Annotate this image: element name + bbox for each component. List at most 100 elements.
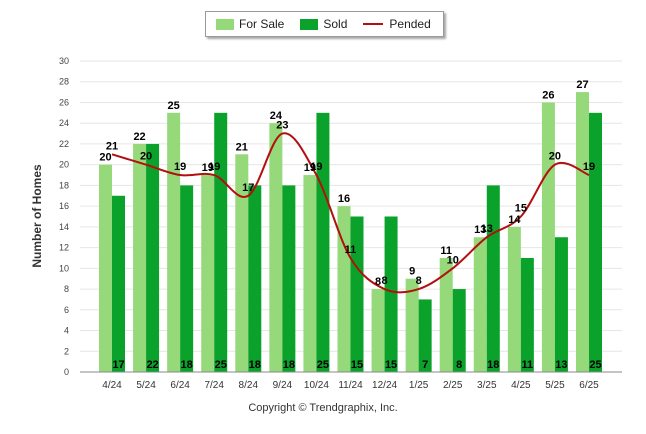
- data-label-pended: 21: [106, 140, 118, 152]
- x-tick-label: 8/24: [239, 380, 259, 391]
- data-label-pended: 8: [382, 275, 388, 287]
- y-tick-label: 4: [64, 326, 69, 336]
- bar-for-sale: [473, 237, 487, 372]
- x-tick-label: 2/25: [443, 380, 463, 391]
- y-tick-label: 18: [59, 180, 69, 190]
- y-tick-label: 10: [59, 263, 69, 273]
- x-tick-label: 1/25: [409, 380, 429, 391]
- data-label-pended: 20: [140, 151, 152, 163]
- data-label-for-sale: 16: [338, 193, 350, 205]
- bar-sold: [214, 112, 228, 372]
- x-tick-label: 11/24: [338, 380, 363, 391]
- pended-series-line: [111, 132, 590, 294]
- bars: [99, 92, 602, 372]
- bar-sold: [486, 185, 500, 372]
- data-label-sold: 8: [456, 359, 462, 371]
- x-tick-label: 4/24: [102, 380, 122, 391]
- y-tick-label: 22: [59, 139, 69, 149]
- x-tick-label: 10/24: [304, 380, 329, 391]
- data-label-pended: 15: [515, 203, 527, 215]
- bar-sold: [282, 185, 296, 372]
- data-label-for-sale: 22: [133, 131, 145, 143]
- bar-sold: [180, 185, 194, 372]
- legend-item-for-sale[interactable]: For Sale: [216, 17, 284, 31]
- y-tick-label: 12: [59, 243, 69, 253]
- bar-sold: [520, 257, 534, 372]
- bar-sold: [589, 112, 602, 372]
- legend: For Sale Sold Pended: [205, 11, 444, 37]
- data-label-pended: 17: [242, 182, 254, 194]
- bar-for-sale: [201, 175, 215, 372]
- data-label-for-sale: 9: [409, 266, 415, 278]
- bar-for-sale: [99, 164, 112, 372]
- legend-item-pended[interactable]: Pended: [363, 17, 431, 31]
- data-label-sold: 17: [112, 359, 124, 371]
- y-tick-label: 24: [59, 118, 69, 128]
- bar-sold: [248, 185, 262, 372]
- x-tick-label: 9/24: [273, 380, 293, 391]
- data-label-sold: 13: [555, 359, 567, 371]
- bar-for-sale: [303, 175, 317, 372]
- data-label-for-sale: 24: [270, 110, 283, 122]
- data-label-for-sale: 13: [474, 224, 486, 236]
- data-label-pended: 11: [345, 244, 357, 256]
- x-tick-label: 5/24: [136, 380, 156, 391]
- data-label-pended: 13: [481, 223, 493, 235]
- data-label-sold: 15: [385, 359, 397, 371]
- bar-for-sale: [337, 206, 351, 372]
- x-tick-label: 6/24: [170, 380, 190, 391]
- legend-item-sold[interactable]: Sold: [300, 17, 347, 31]
- bar-sold: [316, 112, 330, 372]
- bar-sold: [112, 195, 125, 372]
- bar-sold: [350, 216, 364, 372]
- y-tick-label: 28: [59, 77, 69, 87]
- legend-label-for-sale: For Sale: [239, 17, 285, 31]
- y-tick-label: 14: [59, 222, 69, 232]
- pended-swatch: [363, 23, 384, 25]
- data-label-pended: 19: [174, 161, 186, 173]
- bar-for-sale: [133, 143, 147, 372]
- data-label-for-sale: 19: [304, 162, 316, 174]
- data-label-sold: 25: [589, 359, 601, 371]
- data-label-pended: 23: [276, 120, 288, 132]
- data-label-for-sale: 20: [99, 152, 111, 164]
- data-label-pended: 19: [583, 161, 595, 173]
- bar-for-sale: [541, 102, 555, 372]
- data-label-for-sale: 11: [440, 245, 452, 257]
- y-tick-label: 0: [64, 367, 69, 377]
- y-tick-label: 16: [59, 201, 69, 211]
- bar-for-sale: [439, 257, 453, 372]
- data-label-sold: 25: [317, 359, 329, 371]
- data-label-for-sale: 21: [236, 141, 248, 153]
- data-label-for-sale: 27: [576, 79, 588, 91]
- data-label-sold: 11: [522, 359, 534, 371]
- bar-sold: [452, 289, 466, 372]
- data-label-for-sale: 26: [542, 89, 554, 101]
- y-tick-label: 26: [59, 97, 69, 107]
- data-label-pended: 19: [310, 161, 322, 173]
- data-label-for-sale: 8: [375, 276, 381, 288]
- data-label-sold: 18: [283, 359, 295, 371]
- y-tick-label: 20: [59, 160, 69, 170]
- data-label-sold: 18: [249, 359, 261, 371]
- y-tick-label: 8: [64, 284, 69, 294]
- bar-for-sale: [405, 278, 419, 372]
- bar-sold: [146, 143, 160, 372]
- data-label-for-sale: 19: [202, 162, 214, 174]
- x-tick-label: 6/25: [579, 380, 599, 391]
- bar-sold: [384, 216, 398, 372]
- data-label-sold: 18: [181, 359, 193, 371]
- x-tick-label: 7/24: [204, 380, 224, 391]
- legend-label-pended: Pended: [389, 17, 431, 31]
- data-label-pended: 20: [549, 151, 561, 163]
- data-label-sold: 22: [146, 359, 158, 371]
- for-sale-swatch: [216, 18, 234, 30]
- y-tick-label: 2: [64, 346, 69, 356]
- data-label-for-sale: 14: [508, 214, 521, 226]
- copyright-text: Copyright © Trendgraphix, Inc.: [248, 402, 398, 414]
- data-label-sold: 25: [215, 359, 227, 371]
- x-tick-label: 4/25: [511, 380, 531, 391]
- bar-sold: [554, 237, 568, 372]
- bar-sold: [418, 299, 432, 372]
